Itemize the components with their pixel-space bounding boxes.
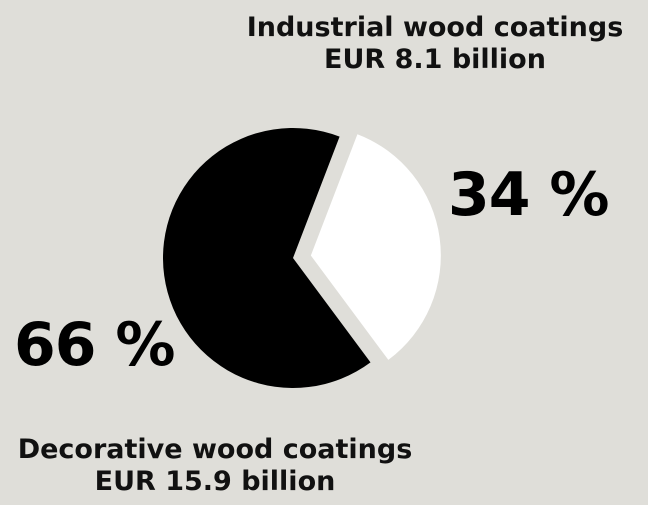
industrial-slice-label: Industrial wood coatings EUR 8.1 billion: [230, 12, 640, 76]
industrial-amount-label: EUR 8.1 billion: [324, 43, 546, 75]
industrial-category-label: Industrial wood coatings: [246, 12, 624, 43]
pie-slice-industrial: [310, 134, 441, 360]
decorative-category-label: Decorative wood coatings: [17, 434, 413, 465]
pie-slice-decorative: [163, 128, 371, 389]
decorative-amount-label: EUR 15.9 billion: [94, 465, 336, 497]
industrial-percent-label: 34 %: [448, 160, 610, 230]
decorative-percent-label: 66 %: [14, 310, 176, 380]
decorative-slice-label: Decorative wood coatings EUR 15.9 billio…: [0, 434, 430, 498]
